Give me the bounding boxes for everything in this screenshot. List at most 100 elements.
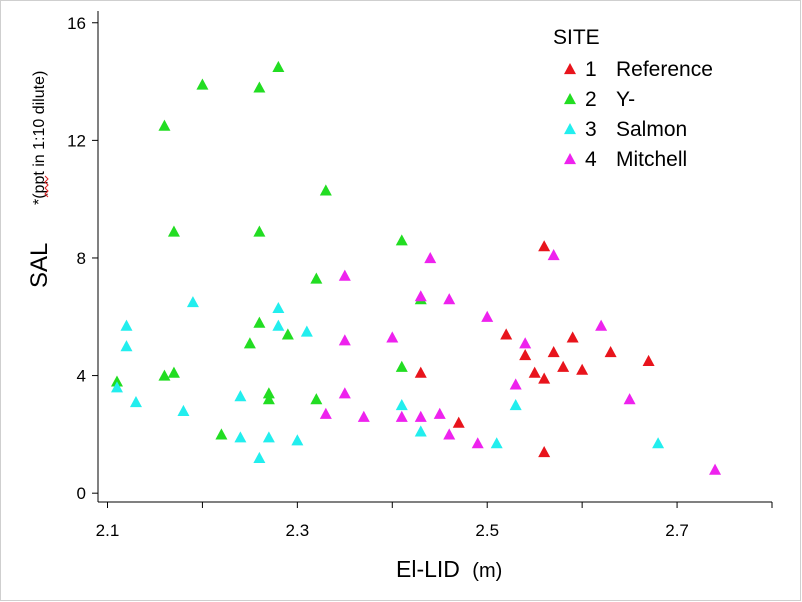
site-2-point [253, 81, 266, 93]
site-4-point [424, 251, 437, 264]
site-3-point [262, 431, 275, 443]
site-3-point [490, 437, 503, 449]
site-4-point [443, 293, 456, 305]
site-4-point [414, 290, 427, 302]
x-tick-label: 2.7 [665, 521, 689, 540]
x-tick-label: 2.3 [286, 521, 310, 540]
site-1-point [642, 354, 655, 366]
site-2-point [272, 60, 285, 72]
y-tick-label: 16 [67, 14, 86, 33]
x-tick-label: 2.1 [96, 521, 120, 540]
legend-title: SITE [553, 26, 600, 49]
y-axis-ticks: 0 4 8 12 16 [67, 14, 98, 503]
site-2-point [110, 375, 123, 387]
y-tick-label: 8 [77, 249, 86, 268]
legend-label: Reference [616, 58, 713, 81]
legend-marker-site-3 [564, 123, 576, 135]
y-tick-label: 0 [77, 484, 86, 503]
site-1-point [538, 446, 551, 458]
legend-entries: 1 Reference 2 Y- 3 Salmon 4 Mitchell [564, 58, 713, 171]
site-3-point [110, 381, 123, 393]
site-1-point [519, 348, 532, 361]
site-1-point [538, 372, 551, 384]
legend-marker-site-1 [564, 63, 576, 75]
site-4-point [481, 310, 494, 322]
site-2-point [158, 369, 171, 381]
site-1-point [576, 363, 589, 375]
legend-marker-site-2 [564, 93, 576, 105]
site-3-point [253, 451, 266, 463]
site-3-point [234, 431, 247, 443]
site-4-point [433, 407, 446, 419]
site-1-point [557, 360, 570, 372]
site-2-point [319, 184, 332, 196]
site-4-point [471, 437, 484, 449]
site-3-point [177, 404, 190, 416]
site-3-point [395, 398, 408, 411]
site-4-point [547, 249, 560, 261]
site-2-point [310, 393, 323, 405]
site-4-point [338, 334, 351, 346]
site-2-point [262, 393, 275, 405]
site-3-point [509, 398, 522, 411]
x-axis-label: El-LID [396, 556, 460, 582]
site-2-point [253, 225, 266, 237]
site-1-point [452, 416, 465, 428]
site-1-point [604, 346, 617, 358]
site-3-point [291, 434, 304, 446]
site-3-point [272, 301, 285, 314]
site-2-point [158, 119, 171, 131]
site-1-point [547, 346, 560, 358]
site-4-point [414, 410, 427, 422]
legend-number: 2 [585, 88, 597, 111]
site-2-point [281, 328, 294, 340]
legend-label: Mitchell [616, 148, 687, 171]
site-4-point [443, 428, 456, 440]
x-axis-ticks: 2.1 2.3 2.5 2.7 [96, 502, 773, 540]
site-3-point [272, 319, 285, 331]
legend: SITE 1 Reference 2 Y- 3 Salmon 4 Mitchell [553, 26, 713, 171]
site-4-point [357, 410, 370, 422]
site-2-point [167, 366, 180, 378]
site-4-point [595, 319, 608, 331]
site-2-point [215, 428, 228, 440]
site-3-point [120, 340, 133, 352]
legend-label: Salmon [616, 118, 687, 141]
spellcheck-squiggle [44, 175, 49, 198]
site-3-point [414, 425, 427, 437]
site-2-point [310, 272, 323, 284]
y-axis-label: SAL [26, 243, 53, 288]
site-3-point [300, 325, 313, 337]
site-1-point [528, 366, 541, 378]
site-3-point [129, 396, 142, 408]
site-2-point [253, 316, 266, 328]
site-4-point [519, 337, 532, 349]
site-1-point [538, 240, 551, 252]
site-3-point [652, 437, 665, 449]
site-2-point [243, 337, 256, 349]
site-2-point [262, 387, 275, 399]
site-4-point [319, 407, 332, 419]
legend-number: 4 [585, 148, 597, 171]
legend-number: 3 [585, 118, 597, 141]
data-points [110, 60, 722, 475]
x-axis-unit: (m) [472, 560, 502, 582]
x-tick-label: 2.5 [475, 521, 499, 540]
site-3-point [120, 319, 133, 331]
site-4-point [338, 269, 351, 281]
legend-number: 1 [585, 58, 597, 81]
site-4-point [623, 393, 636, 405]
y-axis-unit-note: *(ppt in 1:10 dilute) [31, 71, 48, 205]
site-4-point [395, 410, 408, 422]
legend-marker-site-4 [564, 153, 576, 165]
site-2-point [196, 78, 209, 90]
site-1-point [414, 366, 427, 378]
site-1-point [566, 331, 579, 343]
x-axis-title: El-LID (m) [396, 556, 502, 582]
site-3-point [234, 390, 247, 402]
site-4-point [509, 378, 522, 390]
site-4-point [386, 331, 399, 343]
site-3-point [186, 296, 199, 308]
